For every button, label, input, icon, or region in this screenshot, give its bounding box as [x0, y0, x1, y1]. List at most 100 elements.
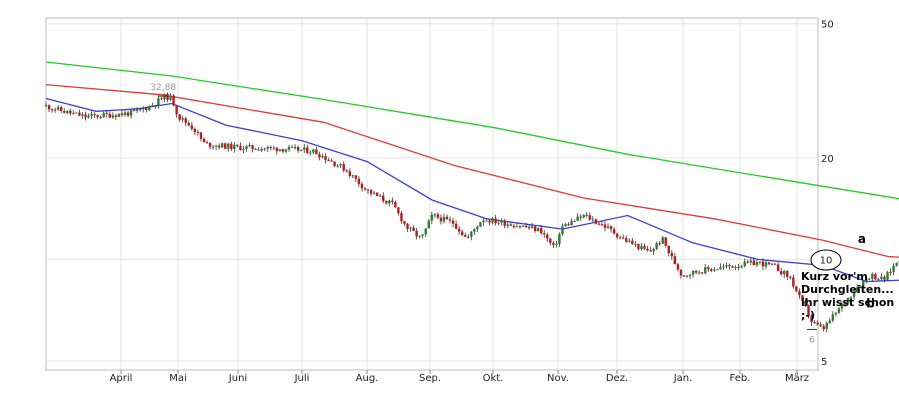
candle-body: [795, 286, 798, 292]
candle-body: [485, 220, 488, 222]
candle-body: [105, 113, 108, 115]
candle-body: [461, 231, 464, 236]
x-tick-label: Dez.: [606, 373, 628, 384]
candle-body: [837, 308, 841, 313]
candle-body: [728, 265, 731, 267]
x-tick-label: Juli: [294, 373, 310, 384]
x-tick-label: März: [785, 373, 809, 384]
candle-body: [640, 245, 643, 250]
candle-body: [415, 230, 418, 237]
x-tick-label: April: [110, 373, 133, 384]
candle-body: [558, 233, 561, 244]
candle-body: [148, 106, 151, 111]
candle-body: [357, 178, 361, 184]
candle-body: [658, 243, 661, 245]
candle-body: [652, 248, 655, 252]
candle-body: [366, 189, 370, 191]
candle-body: [403, 221, 406, 224]
x-tick-label: Jan.: [673, 373, 693, 384]
x-tick-label: Mai: [169, 373, 187, 384]
candle-body: [378, 195, 382, 197]
candle-body: [634, 243, 637, 245]
candle-body: [430, 214, 434, 221]
candle-body: [47, 105, 51, 110]
candle-body: [151, 105, 154, 107]
candle-body: [75, 112, 78, 114]
candle-body: [157, 98, 160, 106]
candle-body: [345, 170, 348, 172]
candle-body: [351, 175, 355, 177]
x-tick-label: Aug.: [356, 373, 379, 384]
candle-body: [187, 122, 190, 126]
candle-body: [798, 291, 801, 296]
candle-body: [93, 113, 96, 116]
candle-body: [214, 145, 218, 147]
candle-body: [473, 229, 476, 232]
candle-body: [646, 248, 649, 251]
candle-body: [135, 109, 139, 111]
candle-body: [816, 322, 819, 325]
candle-body: [290, 146, 294, 148]
candle-body: [293, 146, 297, 148]
candle-body: [691, 270, 695, 275]
candle-body: [673, 256, 677, 265]
candle-body: [770, 263, 774, 265]
candle-body: [53, 109, 57, 111]
candle-body: [503, 220, 506, 226]
candle-body: [230, 143, 233, 150]
candle-body: [333, 161, 336, 166]
candle-body: [527, 227, 531, 229]
candle-body: [883, 276, 886, 280]
candle-body: [72, 112, 75, 114]
candle-body: [704, 267, 707, 274]
candle-body: [576, 216, 579, 221]
candle-body: [764, 262, 768, 267]
candle-body: [108, 114, 111, 118]
candle-body: [779, 271, 783, 275]
candle-body: [394, 202, 397, 208]
candle-body: [63, 110, 66, 113]
candle-body: [786, 271, 789, 277]
x-tick-label: Okt.: [483, 373, 504, 384]
candle-body: [439, 217, 443, 222]
candle-body: [582, 214, 585, 218]
candle-body: [731, 266, 734, 268]
x-tick-label: Juni: [228, 373, 247, 384]
candle-body: [688, 274, 692, 276]
candle-body: [126, 112, 130, 116]
candle-body: [661, 237, 664, 244]
candle-body: [543, 233, 546, 235]
annotation-note: Kurz vor'm Durchgleiten... ihr wisst sch…: [801, 270, 895, 322]
candle-body: [594, 219, 598, 224]
candle-body: [625, 238, 628, 242]
candle-body: [205, 142, 209, 144]
candle-body: [539, 228, 543, 234]
candle-body: [895, 262, 898, 266]
moving-average-line: [45, 83, 899, 258]
candle-body: [597, 223, 601, 225]
candle-body: [84, 114, 87, 118]
candle-body: [637, 243, 640, 250]
candle-body: [363, 188, 367, 190]
candle-body: [172, 95, 175, 106]
candle-body: [567, 224, 570, 226]
candle-body: [312, 149, 315, 153]
candle-body: [862, 280, 865, 287]
candle-body: [208, 142, 212, 147]
candle-body: [193, 128, 197, 132]
candle-body: [412, 227, 415, 231]
candle-body: [284, 149, 288, 152]
candle-body: [242, 149, 245, 151]
candle-body: [269, 147, 273, 149]
candle-body: [734, 266, 737, 268]
candle-body: [509, 224, 513, 226]
candle-body: [272, 147, 276, 149]
candle-body: [391, 200, 394, 203]
candle-body: [66, 110, 69, 113]
candle-body: [275, 147, 279, 152]
candle-body: [710, 269, 713, 271]
candle-body: [69, 110, 72, 114]
candle-body: [880, 276, 883, 280]
candle-body: [315, 149, 318, 155]
